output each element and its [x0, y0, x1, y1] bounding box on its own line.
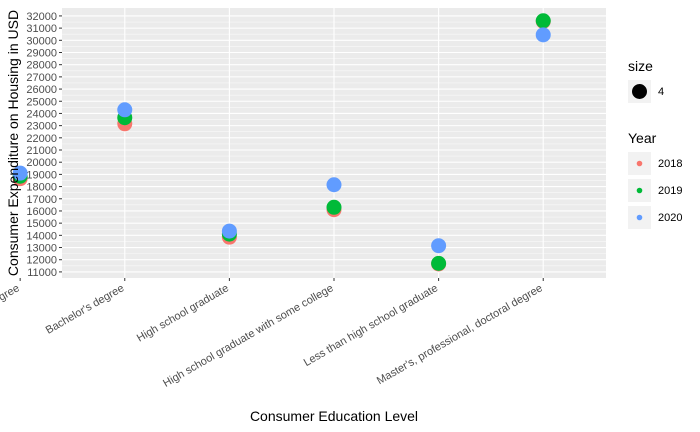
size-legend-title: size — [628, 58, 653, 74]
data-point-2019 — [431, 255, 447, 271]
y-tick-label: 29000 — [26, 47, 57, 59]
data-points — [12, 13, 551, 272]
x-tick-label: Master's, professional, doctoral degree — [375, 282, 545, 387]
legend-key-2020 — [636, 214, 643, 221]
data-point-2020 — [326, 177, 342, 193]
y-tick-label: 19000 — [26, 169, 57, 181]
y-tick-label: 16000 — [26, 206, 57, 218]
y-tick-label: 15000 — [26, 218, 57, 230]
x-tick-label: High school graduate — [135, 282, 231, 344]
y-tick-label: 21000 — [26, 145, 57, 157]
y-tick-label: 14000 — [26, 230, 57, 242]
y-axis: 1100012000130001400015000160001700018000… — [26, 11, 62, 279]
size-legend: size 4 — [628, 58, 664, 103]
y-tick-label: 22000 — [26, 133, 57, 145]
size-legend-label: 4 — [658, 86, 664, 98]
data-point-2020 — [431, 238, 447, 254]
year-legend-title: Year — [628, 130, 657, 146]
y-tick-label: 24000 — [26, 108, 57, 120]
legend-key-2019 — [636, 187, 643, 194]
x-axis-title: Consumer Education Level — [250, 408, 418, 424]
x-tick-label: Associate's degree — [0, 282, 22, 339]
data-point-2020 — [221, 223, 237, 239]
y-axis-title: Consumer Expenditure on Housing in USD — [5, 10, 21, 276]
x-tick-label: Bachelor's degree — [44, 282, 126, 337]
y-tick-label: 25000 — [26, 96, 57, 108]
x-tick-label: High school graduate with some college — [161, 282, 335, 390]
y-tick-label: 23000 — [26, 121, 57, 133]
y-tick-label: 30000 — [26, 35, 57, 47]
size-legend-key — [632, 84, 647, 99]
y-tick-label: 31000 — [26, 23, 57, 35]
y-tick-label: 27000 — [26, 72, 57, 84]
y-tick-label: 12000 — [26, 255, 57, 267]
data-point-2019 — [535, 13, 551, 29]
y-tick-label: 26000 — [26, 84, 57, 96]
data-point-2020 — [535, 27, 551, 43]
year-legend: Year 2018 2019 2020 — [628, 130, 682, 229]
legend-label-2019: 2019 — [658, 185, 682, 197]
legend-label-2020: 2020 — [658, 212, 682, 224]
grid-major — [19, 8, 606, 278]
y-tick-label: 17000 — [26, 194, 57, 206]
data-point-2020 — [12, 165, 28, 181]
y-tick-label: 28000 — [26, 60, 57, 72]
y-tick-label: 11000 — [27, 267, 57, 279]
y-tick-label: 32000 — [26, 11, 57, 23]
legend-key-2018 — [636, 160, 643, 167]
y-tick-label: 20000 — [26, 157, 57, 169]
y-tick-label: 13000 — [26, 243, 57, 255]
y-tick-label: 18000 — [26, 182, 57, 194]
data-point-2019 — [326, 199, 342, 215]
year-legend-items: 2018 2019 2020 — [628, 152, 682, 229]
legend-label-2018: 2018 — [658, 158, 682, 170]
data-point-2020 — [117, 102, 133, 118]
